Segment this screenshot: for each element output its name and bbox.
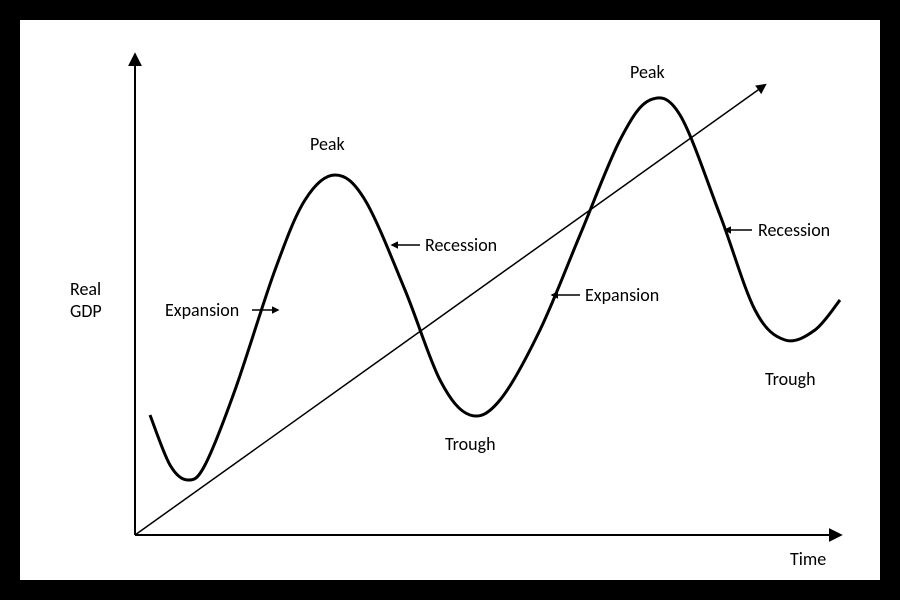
label-expansion-1: Expansion (165, 299, 239, 321)
y-axis-label-1: Real (70, 278, 101, 300)
business-cycle-chart: Real GDP Time Peak Peak Trough Trough Ex… (20, 20, 880, 580)
x-axis-label: Time (790, 548, 826, 570)
label-peak-2: Peak (630, 61, 665, 83)
annotation-arrows (252, 230, 752, 310)
label-peak-1: Peak (310, 133, 345, 155)
label-trough-1: Trough (445, 433, 496, 455)
label-expansion-2: Expansion (585, 284, 659, 306)
label-recession-1: Recession (425, 234, 497, 256)
label-trough-2: Trough (765, 368, 816, 390)
business-cycle-curve (150, 98, 840, 480)
label-recession-2: Recession (758, 219, 830, 241)
chart-frame: Real GDP Time Peak Peak Trough Trough Ex… (20, 20, 880, 580)
y-axis-label-2: GDP (70, 300, 102, 322)
